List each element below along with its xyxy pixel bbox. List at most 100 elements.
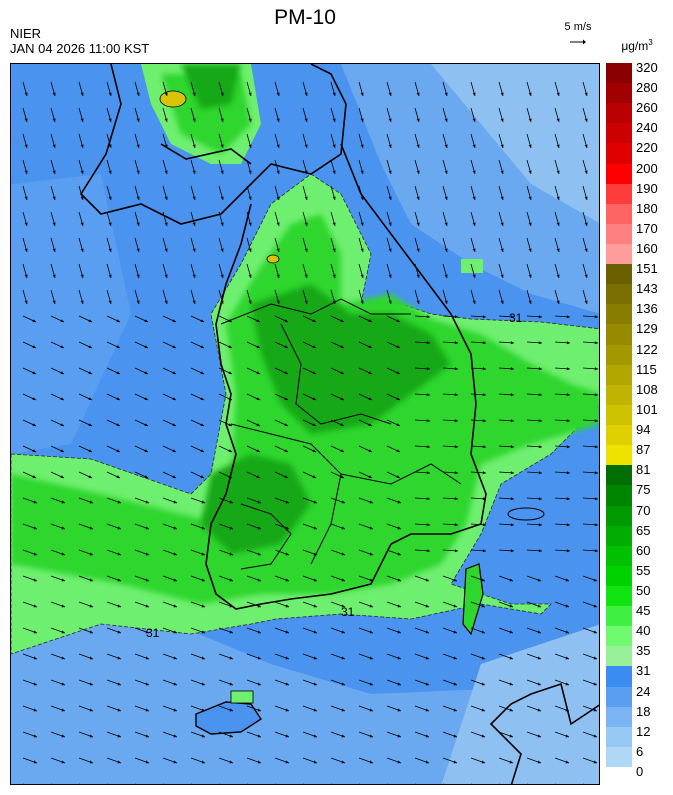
wind-arrow-head (164, 274, 168, 278)
legend-label: 65 (636, 522, 651, 538)
wind-arrow-head (510, 367, 514, 371)
wind-arrow-head (117, 760, 121, 764)
wind-arrow-head (556, 300, 560, 304)
wind-arrow-head (537, 734, 541, 738)
wind-arrow-head (257, 734, 261, 738)
wind-arrow-head (425, 760, 429, 764)
wind-arrow-head (500, 300, 504, 304)
wind-arrow-head (332, 196, 336, 200)
pm10-map[interactable]: 31 31 31 (10, 63, 600, 785)
legend-label: 115 (636, 361, 657, 377)
wind-arrow-head (454, 445, 458, 449)
wind-arrow-head (528, 170, 532, 174)
wind-arrow-head (500, 222, 504, 226)
wind-arrow-head (416, 144, 420, 148)
wind-arrow-head (332, 222, 336, 226)
legend-swatch (606, 646, 632, 667)
wind-arrow-head (482, 419, 486, 423)
legend-swatch (606, 284, 632, 305)
wind-arrow-head (482, 367, 486, 371)
wind-arrow-head (566, 341, 570, 345)
wind-arrow-head (538, 471, 542, 475)
wind-arrow-head (565, 734, 569, 738)
hotspot-north (159, 90, 187, 108)
legend-swatch (606, 203, 632, 225)
wind-arrow-head (332, 248, 336, 252)
wind-arrow-head (285, 630, 289, 634)
wind-arrow-head (509, 656, 513, 660)
legend-swatch (606, 244, 632, 265)
wind-arrow-head (425, 708, 429, 712)
wind-arrow (443, 783, 445, 784)
wind-arrow-head (584, 248, 588, 252)
wind-arrow-head (369, 604, 373, 608)
wind-arrow-head (482, 445, 486, 449)
wind-arrow-head (565, 630, 569, 634)
wind-arrow-head (61, 682, 65, 686)
wind-arrow-head (89, 734, 93, 738)
wind-arrow-head (145, 734, 149, 738)
wind-arrow-head (173, 630, 177, 634)
wind-arrow-head (89, 708, 93, 712)
legend-label: 151 (636, 261, 658, 277)
wind-arrow-head (192, 144, 196, 148)
wind-arrow-head (89, 630, 93, 634)
wind-arrow-head (304, 170, 308, 174)
wind-arrow-head (108, 248, 112, 252)
wind-arrow-head (416, 92, 420, 96)
coastline-north-shore (160, 143, 252, 165)
wind-arrow-head (116, 423, 120, 427)
wind-arrow-head (566, 419, 570, 423)
wind-arrow-head (284, 319, 288, 323)
wind-arrow-head (220, 170, 224, 174)
wind-arrow-head (80, 170, 84, 174)
wind-arrow-head (510, 549, 514, 553)
wind-arrow-head (173, 552, 177, 556)
wind-arrow-head (136, 300, 140, 304)
wind-arrow-head (426, 315, 430, 319)
legend-swatch (606, 304, 632, 325)
wind-arrow-head (396, 449, 400, 453)
wind-arrow-head (369, 500, 373, 504)
wind-arrow-head (360, 170, 364, 174)
wind-arrow-head (228, 319, 232, 323)
wind-arrow-head (369, 526, 373, 530)
wind-arrow-head (341, 760, 345, 764)
wind-arrow-head (256, 345, 260, 349)
legend-swatch (606, 63, 632, 84)
legend-swatch (606, 163, 632, 185)
wind-arrow-head (276, 144, 280, 148)
wind-arrow-head (444, 300, 448, 304)
wind-arrow-head (145, 526, 149, 530)
wind-arrow-head (482, 523, 486, 527)
wind-arrow-head (145, 500, 149, 504)
province-border-2 (280, 323, 392, 425)
legend-label: 200 (636, 160, 658, 176)
wind-arrow (191, 783, 193, 784)
wind-arrow-head (164, 92, 168, 96)
wind-arrow-head (528, 118, 532, 122)
wind-arrow-head (538, 315, 542, 319)
wind-arrow-head (453, 578, 457, 582)
wind-arrow-head (396, 423, 400, 427)
wind-arrow-head (52, 248, 56, 252)
wind-arrow-head (312, 423, 316, 427)
coastline-west-korea (205, 203, 392, 610)
wind-arrow-head (248, 144, 252, 148)
legend-swatch (606, 746, 632, 768)
wind-arrow-head (360, 196, 364, 200)
wind-arrow-head (172, 475, 176, 479)
wind-arrow-head (565, 604, 569, 608)
wind-arrow-head (425, 604, 429, 608)
wind-arrow-head (220, 92, 224, 96)
wind-arrow-head (89, 552, 93, 556)
wind-arrow-head (257, 526, 261, 530)
wind-arrow-head (369, 708, 373, 712)
wind-arrow-head (528, 300, 532, 304)
wind-arrow-head (285, 708, 289, 712)
wind-arrow-head (313, 500, 317, 504)
wind-arrow-head (201, 526, 205, 530)
wind-arrow-head (500, 144, 504, 148)
wind-arrow-head (454, 419, 458, 423)
wind-arrow-head (200, 475, 204, 479)
